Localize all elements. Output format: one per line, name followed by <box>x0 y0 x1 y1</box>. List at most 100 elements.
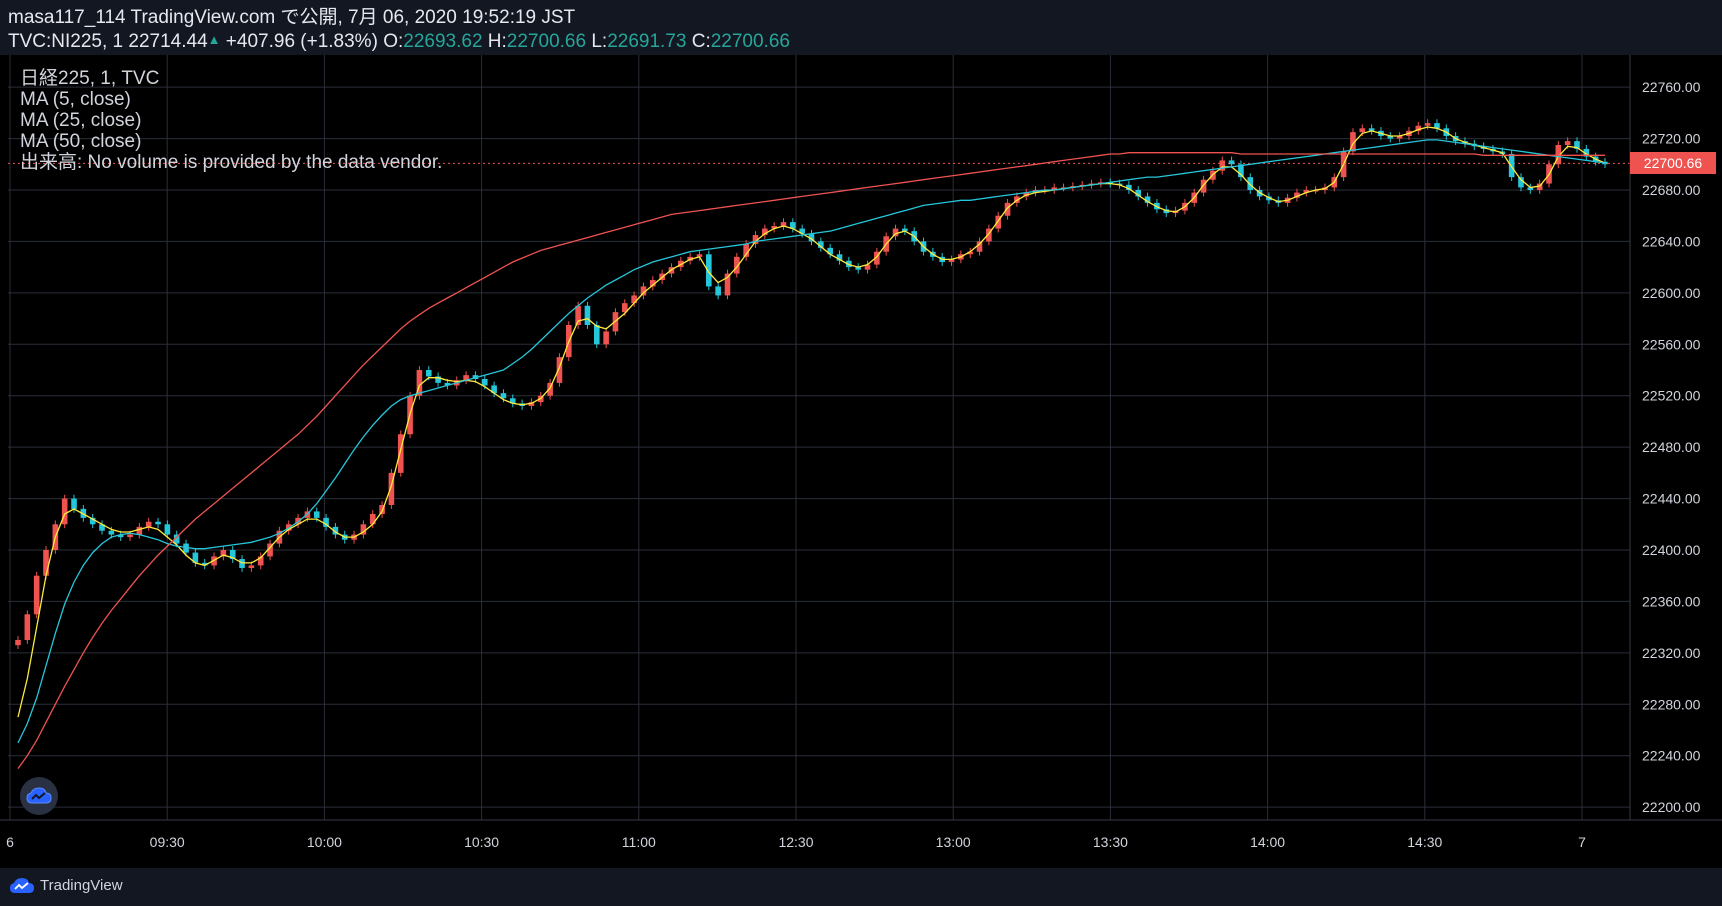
ma-series <box>17 126 1606 769</box>
candle-body <box>948 259 955 262</box>
candle-body <box>584 305 591 325</box>
y-tick-label: 22440.00 <box>1642 491 1701 507</box>
chart-header: masa117_114 TradingView.com で公開, 7月 06, … <box>0 0 1722 55</box>
y-tick-label: 22480.00 <box>1642 439 1701 455</box>
candle-body <box>164 524 171 535</box>
tradingview-cloud-icon[interactable] <box>20 777 58 815</box>
candle-body <box>1518 177 1524 188</box>
ohlc-line: TVC:NI225, 1 22714.44▲ +407.96 (+1.83%) … <box>8 29 790 53</box>
legend-title[interactable]: 日経225, 1, TVC <box>20 68 160 89</box>
candle-body <box>155 521 161 525</box>
candle-body <box>1238 164 1244 178</box>
candle-body <box>640 286 647 296</box>
candle-body <box>780 222 787 226</box>
candle-body <box>808 233 815 242</box>
candle-body <box>192 552 199 563</box>
chart-grid <box>8 55 1630 820</box>
candle-body <box>593 325 600 345</box>
candle-body <box>1508 154 1515 178</box>
footer-brand-label: TradingView <box>40 877 123 894</box>
y-tick-label: 22600.00 <box>1642 285 1701 301</box>
x-tick-label: 14:30 <box>1407 834 1442 850</box>
x-tick-label: 12:30 <box>778 834 813 850</box>
candle-body <box>500 393 507 399</box>
low-label: L: <box>591 31 608 52</box>
x-tick-label: 11:00 <box>622 834 656 850</box>
candle-body <box>1555 145 1562 165</box>
candle-body <box>24 614 31 640</box>
candle-body <box>463 375 469 381</box>
candle-body <box>1424 123 1431 126</box>
candle-body <box>491 385 497 394</box>
y-tick-label: 22360.00 <box>1642 593 1701 609</box>
y-tick-label: 22520.00 <box>1642 388 1701 404</box>
candle-body <box>575 305 581 325</box>
candle-body <box>99 524 105 531</box>
candle-body <box>528 402 535 406</box>
ma50-line <box>17 152 1605 769</box>
candle-body <box>995 215 1002 229</box>
footer-brand[interactable]: TradingView <box>10 877 123 894</box>
candle-body <box>229 550 236 559</box>
candle-body <box>173 534 180 544</box>
legend-volume[interactable]: 出来高: No volume is provided by the data v… <box>20 152 443 173</box>
candle-body <box>818 241 824 248</box>
candle-body <box>1396 136 1403 139</box>
tradingview-logo-icon <box>10 877 34 893</box>
candle-body <box>369 514 376 525</box>
candle-body <box>799 228 805 234</box>
candle-body <box>902 228 908 232</box>
candle-body <box>1126 184 1132 190</box>
y-tick-label: 22560.00 <box>1642 336 1701 352</box>
candle-body <box>976 241 983 252</box>
candle-body <box>696 254 703 257</box>
legend-ma5[interactable]: MA (5, close) <box>20 89 131 110</box>
y-tick-label: 22240.00 <box>1642 748 1701 764</box>
candle-body <box>1415 125 1422 131</box>
candle-body <box>127 534 133 538</box>
chart-axes[interactable]: 22200.00 22240.00 22280.00 22320.00 22360.00… <box>0 55 1722 850</box>
candle-body <box>724 273 731 296</box>
candle-body <box>621 303 628 313</box>
candle-body <box>1051 187 1058 190</box>
candle-body <box>1536 183 1543 190</box>
candle-body <box>61 498 68 525</box>
candle-body <box>892 228 899 237</box>
price-chart[interactable]: 22200.00 22240.00 22280.00 22320.00 22360.00… <box>0 55 1722 868</box>
candle-body <box>986 228 992 242</box>
candle-body <box>89 517 96 525</box>
symbol-label[interactable]: TVC:NI225, 1 <box>8 31 124 52</box>
up-arrow-icon: ▲ <box>207 32 221 47</box>
price-change: +407.96 (+1.83%) <box>225 31 378 52</box>
candle-body <box>416 370 423 396</box>
candle-body <box>425 370 432 377</box>
candle-body <box>145 521 152 527</box>
candle-body <box>855 267 861 270</box>
candle-body <box>267 543 273 557</box>
candle-body <box>71 498 77 509</box>
candle-body <box>15 640 21 646</box>
candle-body <box>201 562 208 566</box>
chart-background <box>0 55 1722 868</box>
x-tick-label: 09:30 <box>150 834 185 850</box>
candle-body <box>313 511 320 518</box>
candle-body <box>1144 196 1151 203</box>
candle-body <box>1228 160 1235 165</box>
candle-body <box>332 526 339 535</box>
y-tick-label: 22680.00 <box>1642 182 1701 198</box>
candle-body <box>556 357 563 383</box>
legend-ma50[interactable]: MA (50, close) <box>20 131 142 152</box>
last-price: 22714.44 <box>128 31 208 52</box>
candle-body <box>874 251 880 265</box>
legend-ma25[interactable]: MA (25, close) <box>20 110 142 131</box>
candle-body <box>1200 179 1207 193</box>
candle-body <box>1434 123 1440 129</box>
low-value: 22691.73 <box>607 31 687 52</box>
candle-body <box>117 534 124 538</box>
ma5-line <box>17 126 1606 718</box>
candle-body <box>1368 128 1375 131</box>
close-value: 22700.66 <box>710 31 790 52</box>
candle-body <box>379 505 385 514</box>
y-tick-label: 22720.00 <box>1642 131 1701 147</box>
x-tick-label: 13:00 <box>936 834 971 850</box>
